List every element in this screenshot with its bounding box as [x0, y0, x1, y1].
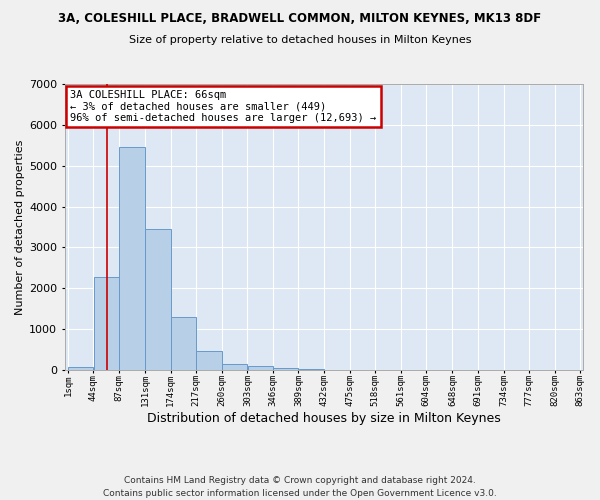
Text: Contains HM Land Registry data © Crown copyright and database right 2024.: Contains HM Land Registry data © Crown c…: [124, 476, 476, 485]
Text: Contains public sector information licensed under the Open Government Licence v3: Contains public sector information licen…: [103, 489, 497, 498]
Bar: [248, 366, 273, 370]
Bar: [299, 369, 324, 370]
X-axis label: Distribution of detached houses by size in Milton Keynes: Distribution of detached houses by size …: [147, 412, 501, 425]
Text: Size of property relative to detached houses in Milton Keynes: Size of property relative to detached ho…: [129, 35, 471, 45]
Bar: [222, 364, 247, 370]
Text: 3A, COLESHILL PLACE, BRADWELL COMMON, MILTON KEYNES, MK13 8DF: 3A, COLESHILL PLACE, BRADWELL COMMON, MI…: [58, 12, 542, 26]
Bar: [273, 368, 298, 370]
Bar: [196, 351, 221, 370]
Y-axis label: Number of detached properties: Number of detached properties: [15, 140, 25, 314]
Text: 3A COLESHILL PLACE: 66sqm
← 3% of detached houses are smaller (449)
96% of semi-: 3A COLESHILL PLACE: 66sqm ← 3% of detach…: [70, 90, 376, 123]
Bar: [94, 278, 119, 370]
Bar: [119, 146, 145, 370]
Bar: [145, 230, 170, 370]
Bar: [171, 317, 196, 370]
Bar: [68, 367, 94, 370]
